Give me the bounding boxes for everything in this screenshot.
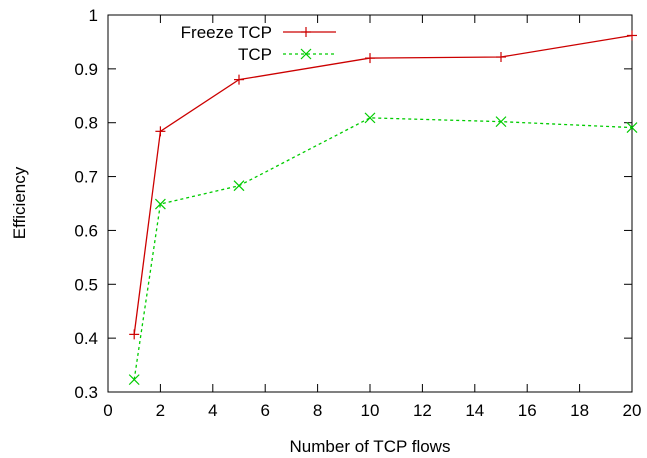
y-tick-label: 0.8 (74, 114, 98, 133)
data-point-tcp (154, 198, 166, 210)
x-tick-label: 6 (260, 401, 269, 420)
y-tick-label: 0.5 (74, 275, 98, 294)
x-tick-label: 20 (623, 401, 642, 420)
y-tick-label: 0.6 (74, 221, 98, 240)
data-point-freeze-tcp (627, 30, 637, 41)
plot-frame (107, 14, 633, 393)
data-point-tcp (233, 180, 245, 192)
y-tick-label: 0.4 (74, 329, 98, 348)
x-axis-title: Number of TCP flows (290, 437, 451, 456)
x-tick-label: 4 (208, 401, 217, 420)
y-axis-ticks: 0.3 0.4 0.5 0.6 0.7 0.8 0.9 1 (74, 6, 632, 402)
y-tick-label: 0.7 (74, 168, 98, 187)
y-tick-label: 0.3 (74, 383, 98, 402)
data-point-tcp (626, 122, 638, 133)
y-axis-title: Efficiency (10, 166, 29, 239)
y-tick-label: 1 (89, 6, 98, 25)
x-tick-label: 14 (465, 401, 484, 420)
x-tick-label: 0 (103, 401, 112, 420)
legend-swatch-marker (300, 48, 312, 60)
series-line-freeze-tcp (133, 34, 633, 335)
data-point-tcp (128, 374, 140, 386)
legend-swatch-marker (301, 27, 311, 37)
data-point-freeze-tcp (496, 52, 506, 63)
data-point-freeze-tcp (155, 126, 166, 137)
x-tick-label: 16 (518, 401, 537, 420)
data-point-tcp (495, 116, 507, 128)
x-tick-label: 10 (361, 401, 380, 420)
legend-label: Freeze TCP (181, 23, 272, 42)
data-point-freeze-tcp (129, 329, 140, 340)
y-tick-label: 0.9 (74, 60, 98, 79)
data-point-freeze-tcp (234, 74, 244, 85)
data-point-freeze-tcp (365, 53, 375, 64)
x-tick-label: 18 (570, 401, 589, 420)
legend-label: TCP (238, 45, 272, 64)
legend: Freeze TCP TCP (181, 23, 336, 64)
series-layer (128, 30, 638, 386)
x-axis-ticks: 0 2 4 6 8 10 12 14 16 18 20 (103, 15, 641, 420)
data-point-tcp (364, 112, 376, 124)
series-line-tcp (133, 117, 633, 380)
x-tick-label: 2 (156, 401, 165, 420)
x-tick-label: 12 (413, 401, 432, 420)
x-tick-label: 8 (313, 401, 322, 420)
